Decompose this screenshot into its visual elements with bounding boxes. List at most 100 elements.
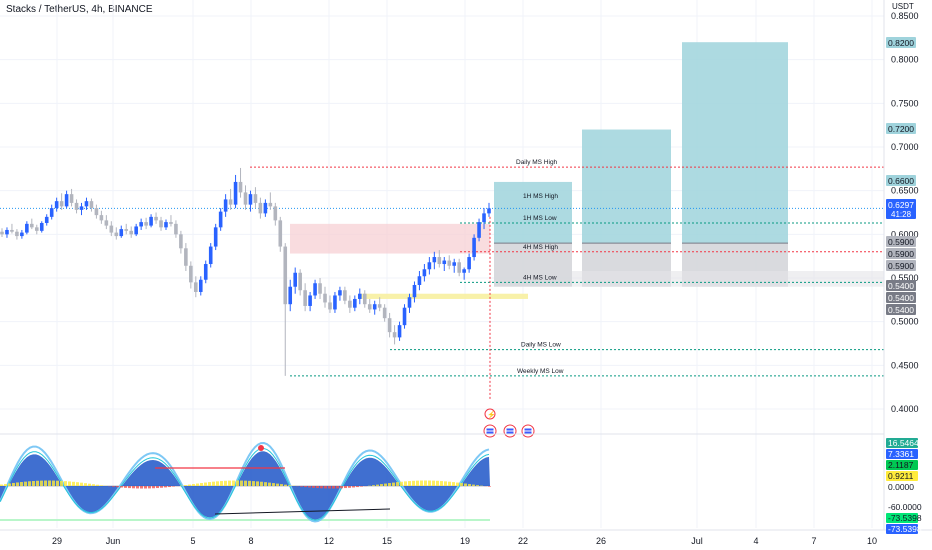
ind-money-flow: [92, 484, 95, 486]
level-lines: Daily MS High 1H MS High 1H MS Low 4H MS Hi…: [0, 159, 884, 401]
candle-body: [248, 194, 253, 205]
ind-money-flow: [488, 486, 491, 487]
price-label: 0.6297: [888, 200, 914, 210]
candle-body: [114, 232, 119, 237]
y-tick-label: 0.8000: [891, 55, 919, 65]
candle-body: [238, 181, 243, 193]
ind-label-bg: [886, 513, 918, 523]
currency-label: USDT: [892, 2, 914, 11]
ind-money-flow: [340, 486, 343, 489]
ind-label: 0.9211: [888, 471, 914, 481]
candle-body: [333, 295, 337, 310]
ind-money-flow: [468, 484, 471, 486]
candle-body: [258, 202, 263, 214]
ind-money-flow: [268, 482, 271, 486]
ind-money-flow: [360, 486, 363, 487]
candle-body: [293, 272, 297, 287]
ind-money-flow: [124, 486, 127, 488]
candle-body: [184, 248, 188, 266]
price-label-bg: [886, 236, 916, 247]
candle-body: [104, 220, 109, 226]
ind-label-bg: [886, 524, 918, 534]
price-label-bg: [886, 280, 916, 291]
x-tick-label: 26: [596, 536, 606, 546]
candle-body: [179, 234, 183, 249]
price-label-bg: [886, 37, 916, 48]
ind-money-flow: [164, 486, 167, 488]
candle-body: [69, 194, 74, 203]
ind-money-flow: [120, 486, 123, 488]
x-tick-label: 12: [324, 536, 334, 546]
candle-body: [357, 293, 362, 299]
ind-money-flow: [424, 480, 427, 486]
ind-money-flow: [148, 486, 151, 489]
ind-money-flow: [4, 483, 7, 486]
ind-money-flow: [436, 480, 439, 486]
ind-label-bg: [886, 471, 918, 481]
ind-money-flow: [448, 481, 451, 486]
ind-money-flow: [312, 486, 315, 488]
ind-money-flow: [172, 486, 175, 487]
level-label: 4H MS Low: [523, 274, 557, 281]
candle-body: [144, 222, 148, 226]
candle-body: [268, 202, 273, 207]
level-label: 1H MS High: [523, 193, 558, 200]
candle-body: [477, 222, 481, 238]
ind-money-flow: [128, 486, 131, 489]
price-label: 0.5400: [888, 305, 914, 315]
candle-body: [233, 181, 238, 205]
indicator-pane: [0, 441, 491, 523]
candle-body: [482, 213, 486, 223]
candle-body: [308, 295, 312, 306]
ind-money-flow: [56, 480, 59, 486]
ind-money-flow: [244, 480, 247, 486]
candle-body: [353, 298, 357, 308]
candle-body: [442, 260, 447, 265]
candle-body: [124, 229, 129, 231]
candle-body: [407, 297, 412, 308]
ind-money-flow: [328, 486, 331, 489]
x-tick-label: 5: [190, 536, 195, 546]
candle-body: [427, 262, 432, 270]
ind-money-flow: [256, 481, 259, 486]
price-label-bg: [886, 123, 916, 134]
price-label-bg: [886, 199, 916, 219]
candle-body: [392, 332, 397, 338]
candle-body: [372, 304, 377, 310]
ind-money-flow: [224, 480, 227, 486]
stop-band: [572, 271, 884, 287]
ind-money-flow: [248, 480, 251, 486]
candle-body: [213, 227, 218, 247]
candle-body: [94, 208, 99, 216]
candle-body: [447, 260, 452, 266]
candle-body: [362, 293, 367, 305]
ind-money-flow: [380, 484, 383, 486]
ind-money-flow: [96, 484, 99, 486]
candle-body: [44, 216, 49, 223]
candle-body: [84, 201, 89, 207]
candle-body: [39, 222, 44, 231]
ind-money-flow: [356, 486, 359, 488]
ind-money-flow: [72, 481, 75, 486]
candle-body: [109, 225, 114, 233]
ind-label-bg: [886, 502, 918, 512]
candle-body: [5, 229, 9, 235]
ind-label: 0.0000: [888, 482, 914, 492]
candle-body: [223, 199, 228, 212]
ind-money-flow: [300, 486, 303, 487]
ind-money-flow: [24, 481, 27, 486]
ind-money-flow: [404, 481, 407, 486]
ind-money-flow: [332, 486, 335, 489]
candle-body: [159, 220, 163, 228]
ind-money-flow: [116, 486, 119, 488]
level-label: 4H MS High: [523, 244, 558, 251]
ind-money-flow: [208, 482, 211, 486]
price-label-bg: [886, 292, 916, 303]
ind-money-flow: [276, 483, 279, 486]
ind-money-flow: [64, 481, 67, 486]
ind-money-flow: [444, 481, 447, 486]
candle-body: [462, 269, 466, 273]
candle-body: [313, 283, 317, 296]
